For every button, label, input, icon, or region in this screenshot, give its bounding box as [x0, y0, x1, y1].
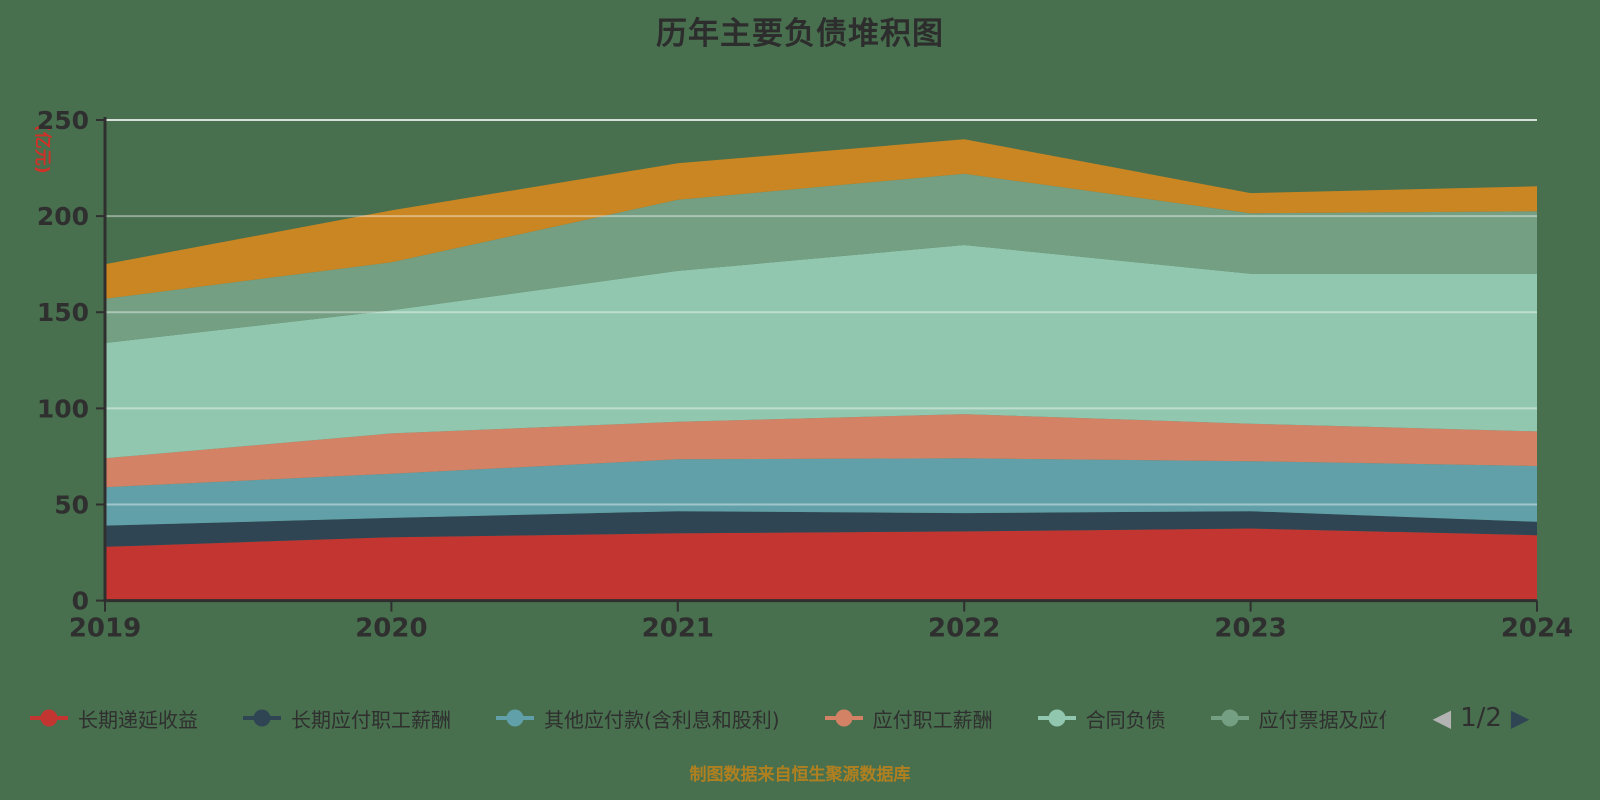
- legend-series-marker-icon: [824, 709, 863, 727]
- legend-item-label: 其他应付款(含利息和股利): [544, 707, 780, 732]
- y-tick-label-0: 0: [72, 587, 89, 616]
- x-tick-label-2022: 2022: [928, 614, 1000, 644]
- legend-item-3[interactable]: 应付职工薪酬: [824, 704, 993, 733]
- y-tick-label-50: 50: [54, 491, 89, 520]
- y-tick-label-200: 200: [37, 202, 89, 231]
- legend-bar: 长期递延收益 长期应付职工薪酬 其他应付款(含利息和股利) 应付职工薪酬 合同负债 应付票…: [30, 699, 1586, 737]
- area-series-6: [105, 139, 1537, 299]
- x-tick-label-2024: 2024: [1501, 614, 1573, 644]
- area-series-1: [105, 511, 1537, 547]
- area-series-0: [105, 528, 1537, 601]
- x-tick-label-2020: 2020: [355, 614, 427, 644]
- x-tick-label-2019: 2019: [69, 614, 141, 644]
- legend-series-marker-icon: [1210, 709, 1249, 727]
- legend-item-label: 应付职工薪酬: [872, 707, 993, 732]
- y-tick-label-250: 250: [37, 106, 89, 135]
- area-series-4: [105, 245, 1537, 459]
- legend-item-4[interactable]: 合同负债: [1037, 704, 1166, 733]
- y-tick-label-150: 150: [37, 298, 89, 327]
- legend-pager: ◀ 1/2 ▶: [1433, 703, 1530, 733]
- legend-item-label: 长期应付职工薪酬: [291, 707, 451, 732]
- legend-item-label: 合同负债: [1085, 707, 1166, 732]
- legend-item-5[interactable]: 应付票据及应付: [1210, 704, 1386, 733]
- chart-title: 历年主要负债堆积图: [656, 16, 944, 52]
- x-tick-label-2023: 2023: [1214, 614, 1286, 644]
- legend-item-label: 长期递延收益: [78, 707, 198, 732]
- legend-item-2[interactable]: 其他应付款(含利息和股利): [496, 704, 780, 733]
- legend-next-page-icon[interactable]: ▶: [1510, 704, 1530, 732]
- legend-item-0[interactable]: 长期递延收益: [30, 704, 198, 733]
- area-series-3: [105, 414, 1537, 488]
- legend-item-label: 应付票据及应付: [1258, 707, 1386, 732]
- legend-series-marker-icon: [1037, 709, 1076, 727]
- area-series-2: [105, 458, 1537, 526]
- data-source-note: 制图数据来自恒生聚源数据库: [689, 765, 911, 785]
- legend-series-marker-icon: [243, 709, 281, 727]
- area-series-5: [105, 173, 1537, 343]
- y-tick-label-100: 100: [37, 394, 89, 423]
- x-tick-label-2021: 2021: [642, 614, 714, 644]
- legend-prev-page-icon[interactable]: ◀: [1432, 704, 1452, 732]
- legend-page-indicator: 1/2: [1460, 703, 1502, 733]
- legend-series-marker-icon: [496, 709, 534, 727]
- legend-item-1[interactable]: 长期应付职工薪酬: [243, 704, 451, 733]
- legend-series-marker-icon: [30, 709, 68, 727]
